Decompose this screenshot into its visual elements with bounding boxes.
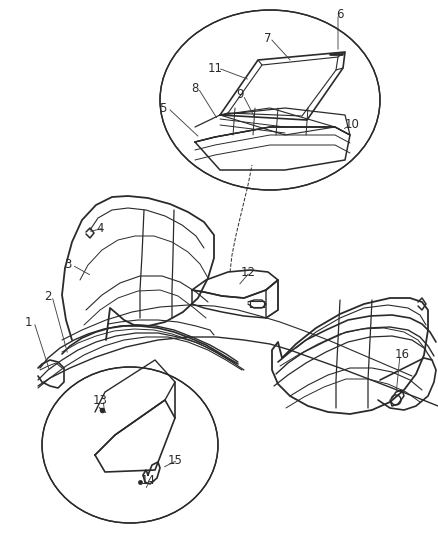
Ellipse shape xyxy=(42,367,218,523)
Text: 13: 13 xyxy=(92,393,107,407)
Text: 14: 14 xyxy=(141,473,155,487)
Text: 2: 2 xyxy=(44,289,52,303)
Text: 10: 10 xyxy=(345,118,360,132)
Text: 16: 16 xyxy=(395,349,410,361)
Text: 6: 6 xyxy=(336,7,344,20)
Text: 5: 5 xyxy=(159,101,167,115)
Text: 1: 1 xyxy=(24,316,32,328)
Text: 8: 8 xyxy=(191,82,199,94)
Text: 4: 4 xyxy=(96,222,104,235)
Text: 12: 12 xyxy=(240,265,255,279)
Text: 11: 11 xyxy=(208,61,223,75)
Text: 15: 15 xyxy=(168,454,183,466)
Text: 9: 9 xyxy=(236,88,244,101)
Text: 3: 3 xyxy=(64,259,72,271)
Ellipse shape xyxy=(160,10,380,190)
Text: 7: 7 xyxy=(264,31,272,44)
